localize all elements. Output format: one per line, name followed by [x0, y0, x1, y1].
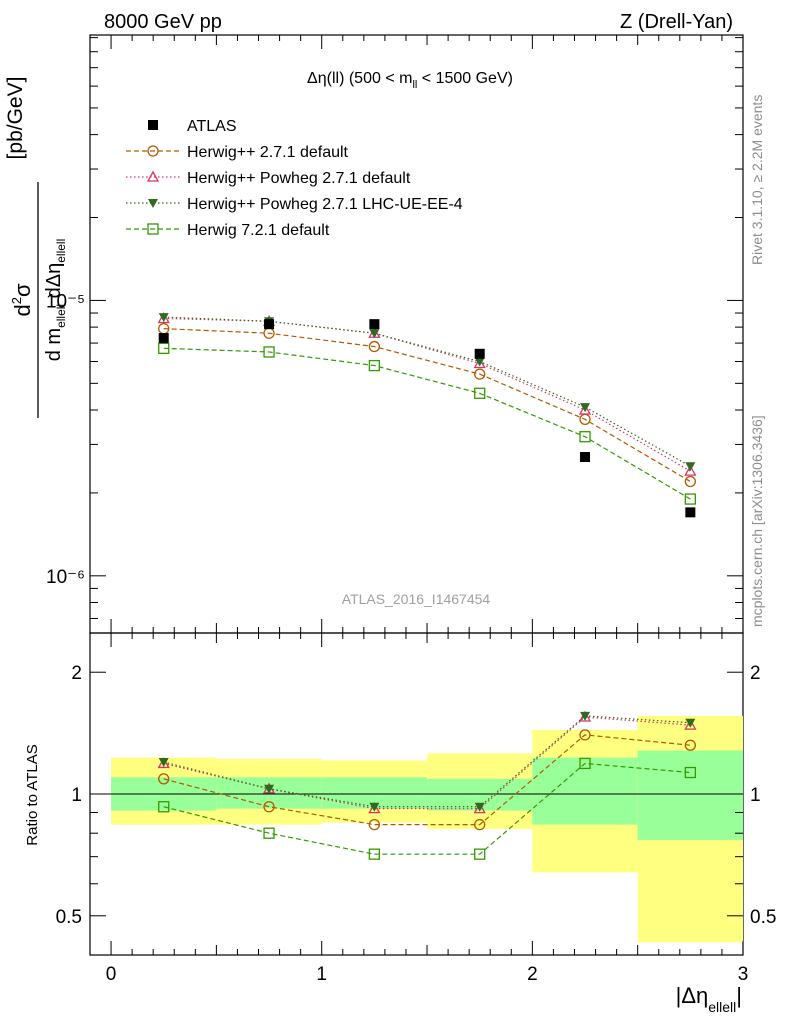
data-point [685, 462, 696, 472]
legend-marker [147, 223, 159, 235]
data-point [369, 319, 380, 330]
ratio-point [158, 773, 170, 785]
data-point [685, 507, 696, 518]
legend-marker [148, 120, 158, 130]
x-tick-label: 2 [527, 964, 538, 985]
data-point [158, 333, 169, 344]
data-point [474, 368, 486, 380]
ratio-point [158, 801, 170, 813]
ratio-point [158, 757, 169, 767]
data-point [578, 403, 592, 415]
ratio-y-tick-label: 2 [750, 663, 761, 684]
legend-label: Herwig++ Powheg 2.7.1 default [187, 170, 411, 187]
svg-text:d mellell dΔηellell: d mellell dΔηellell [43, 239, 68, 362]
ratio-y-tick-label: 0.5 [750, 907, 776, 928]
ratio-line [163, 762, 691, 855]
ratio-point [263, 801, 275, 813]
rivet-version-label: Rivet 3.1.10, ≥ 2.2M events [749, 95, 765, 265]
ratio-point [474, 848, 486, 860]
ratio-point [579, 729, 591, 741]
ratio-point [474, 802, 485, 812]
ratio-point [473, 802, 486, 814]
data-point [157, 312, 170, 324]
x-tick-label: 0 [106, 964, 117, 985]
main-y-axis-unit: [pb/GeV] [4, 77, 27, 160]
ratio-uncertainty-bands [90, 715, 743, 943]
ratio-point [369, 802, 380, 812]
series-line [163, 347, 691, 500]
axis-ticks: 0 1 2 3 10⁻⁶ 10⁻⁵ 0.5 0.5 1 1 2 2 [46, 35, 776, 985]
ratio-point [263, 827, 275, 839]
ratio-point [157, 757, 170, 769]
mcplots-reference-label: mcplots.cern.ch [arXiv:1306.3436] [749, 415, 765, 627]
ratio-point [368, 818, 381, 831]
ratio-line [163, 715, 691, 808]
ratio-y-axis-label: Ratio to ATLAS [24, 744, 41, 845]
main-series [157, 312, 697, 518]
data-point [684, 464, 697, 476]
data-point [263, 346, 275, 358]
y-tick-label: 10⁻⁵ [46, 291, 85, 312]
ratio-point [684, 718, 697, 730]
data-point [158, 342, 170, 354]
series-line [163, 316, 691, 467]
ratio-point [474, 818, 486, 831]
data-point [264, 319, 275, 330]
data-point [369, 329, 380, 339]
stat-uncertainty-band [532, 757, 638, 825]
ratio-point [685, 718, 696, 728]
legend-marker [148, 199, 158, 208]
plot-title: Δη(ll) (500 < mll < 1500 GeV) [307, 70, 513, 91]
ratio-point [578, 710, 592, 722]
data-point [580, 452, 591, 463]
ratio-point [684, 739, 696, 751]
header-right: Z (Drell-Yan) [620, 11, 733, 33]
ratio-y-tick-label: 2 [71, 663, 82, 684]
data-point [368, 340, 381, 353]
x-tick-label: 3 [738, 964, 749, 985]
ratio-point [264, 784, 275, 794]
x-axis-label: |Δηellell| [676, 983, 742, 1015]
main-y-axis-label: d2σ d mellell dΔηellell [9, 182, 68, 418]
legend-label: ATLAS [187, 118, 237, 135]
data-point [684, 475, 696, 488]
y-tick-label: 10⁻⁶ [46, 567, 85, 588]
stat-uncertainty-band [637, 750, 743, 840]
series-line [163, 328, 691, 483]
ratio-series [157, 710, 697, 860]
ratio-y-tick-label: 1 [71, 785, 82, 806]
series-line [163, 317, 691, 472]
ratio-y-tick-label: 1 [750, 785, 761, 806]
ratio-line [163, 734, 691, 826]
data-point [158, 313, 169, 323]
ratio-line [163, 716, 691, 810]
data-point [474, 357, 485, 367]
data-point [579, 431, 591, 443]
legend-marker [147, 145, 159, 157]
legend-label: Herwig 7.2.1 default [187, 222, 330, 239]
ratio-point [368, 802, 381, 814]
svg-text:d2σ: d2σ [9, 283, 35, 316]
ratio-point [684, 766, 696, 779]
legend: ATLAS Herwig++ 2.7.1 default Herwig++ Powh… [126, 118, 463, 239]
data-point [684, 493, 696, 505]
ratio-point [579, 757, 591, 770]
ratio-point [580, 711, 591, 721]
x-tick-label: 1 [316, 964, 327, 985]
legend-label: Herwig++ 2.7.1 default [187, 144, 349, 161]
data-point [368, 359, 381, 372]
ratio-y-tick-label: 0.5 [56, 907, 82, 928]
analysis-watermark: ATLAS_2016_I1467454 [342, 591, 491, 607]
legend-marker [146, 170, 160, 182]
data-point [474, 348, 485, 359]
legend-label: Herwig++ Powheg 2.7.1 LHC-UE-EE-4 [187, 196, 463, 213]
data-point [473, 357, 486, 369]
data-point [474, 387, 486, 399]
header-left: 8000 GeV pp [104, 11, 222, 33]
ratio-point [368, 848, 381, 860]
data-point [580, 403, 591, 413]
